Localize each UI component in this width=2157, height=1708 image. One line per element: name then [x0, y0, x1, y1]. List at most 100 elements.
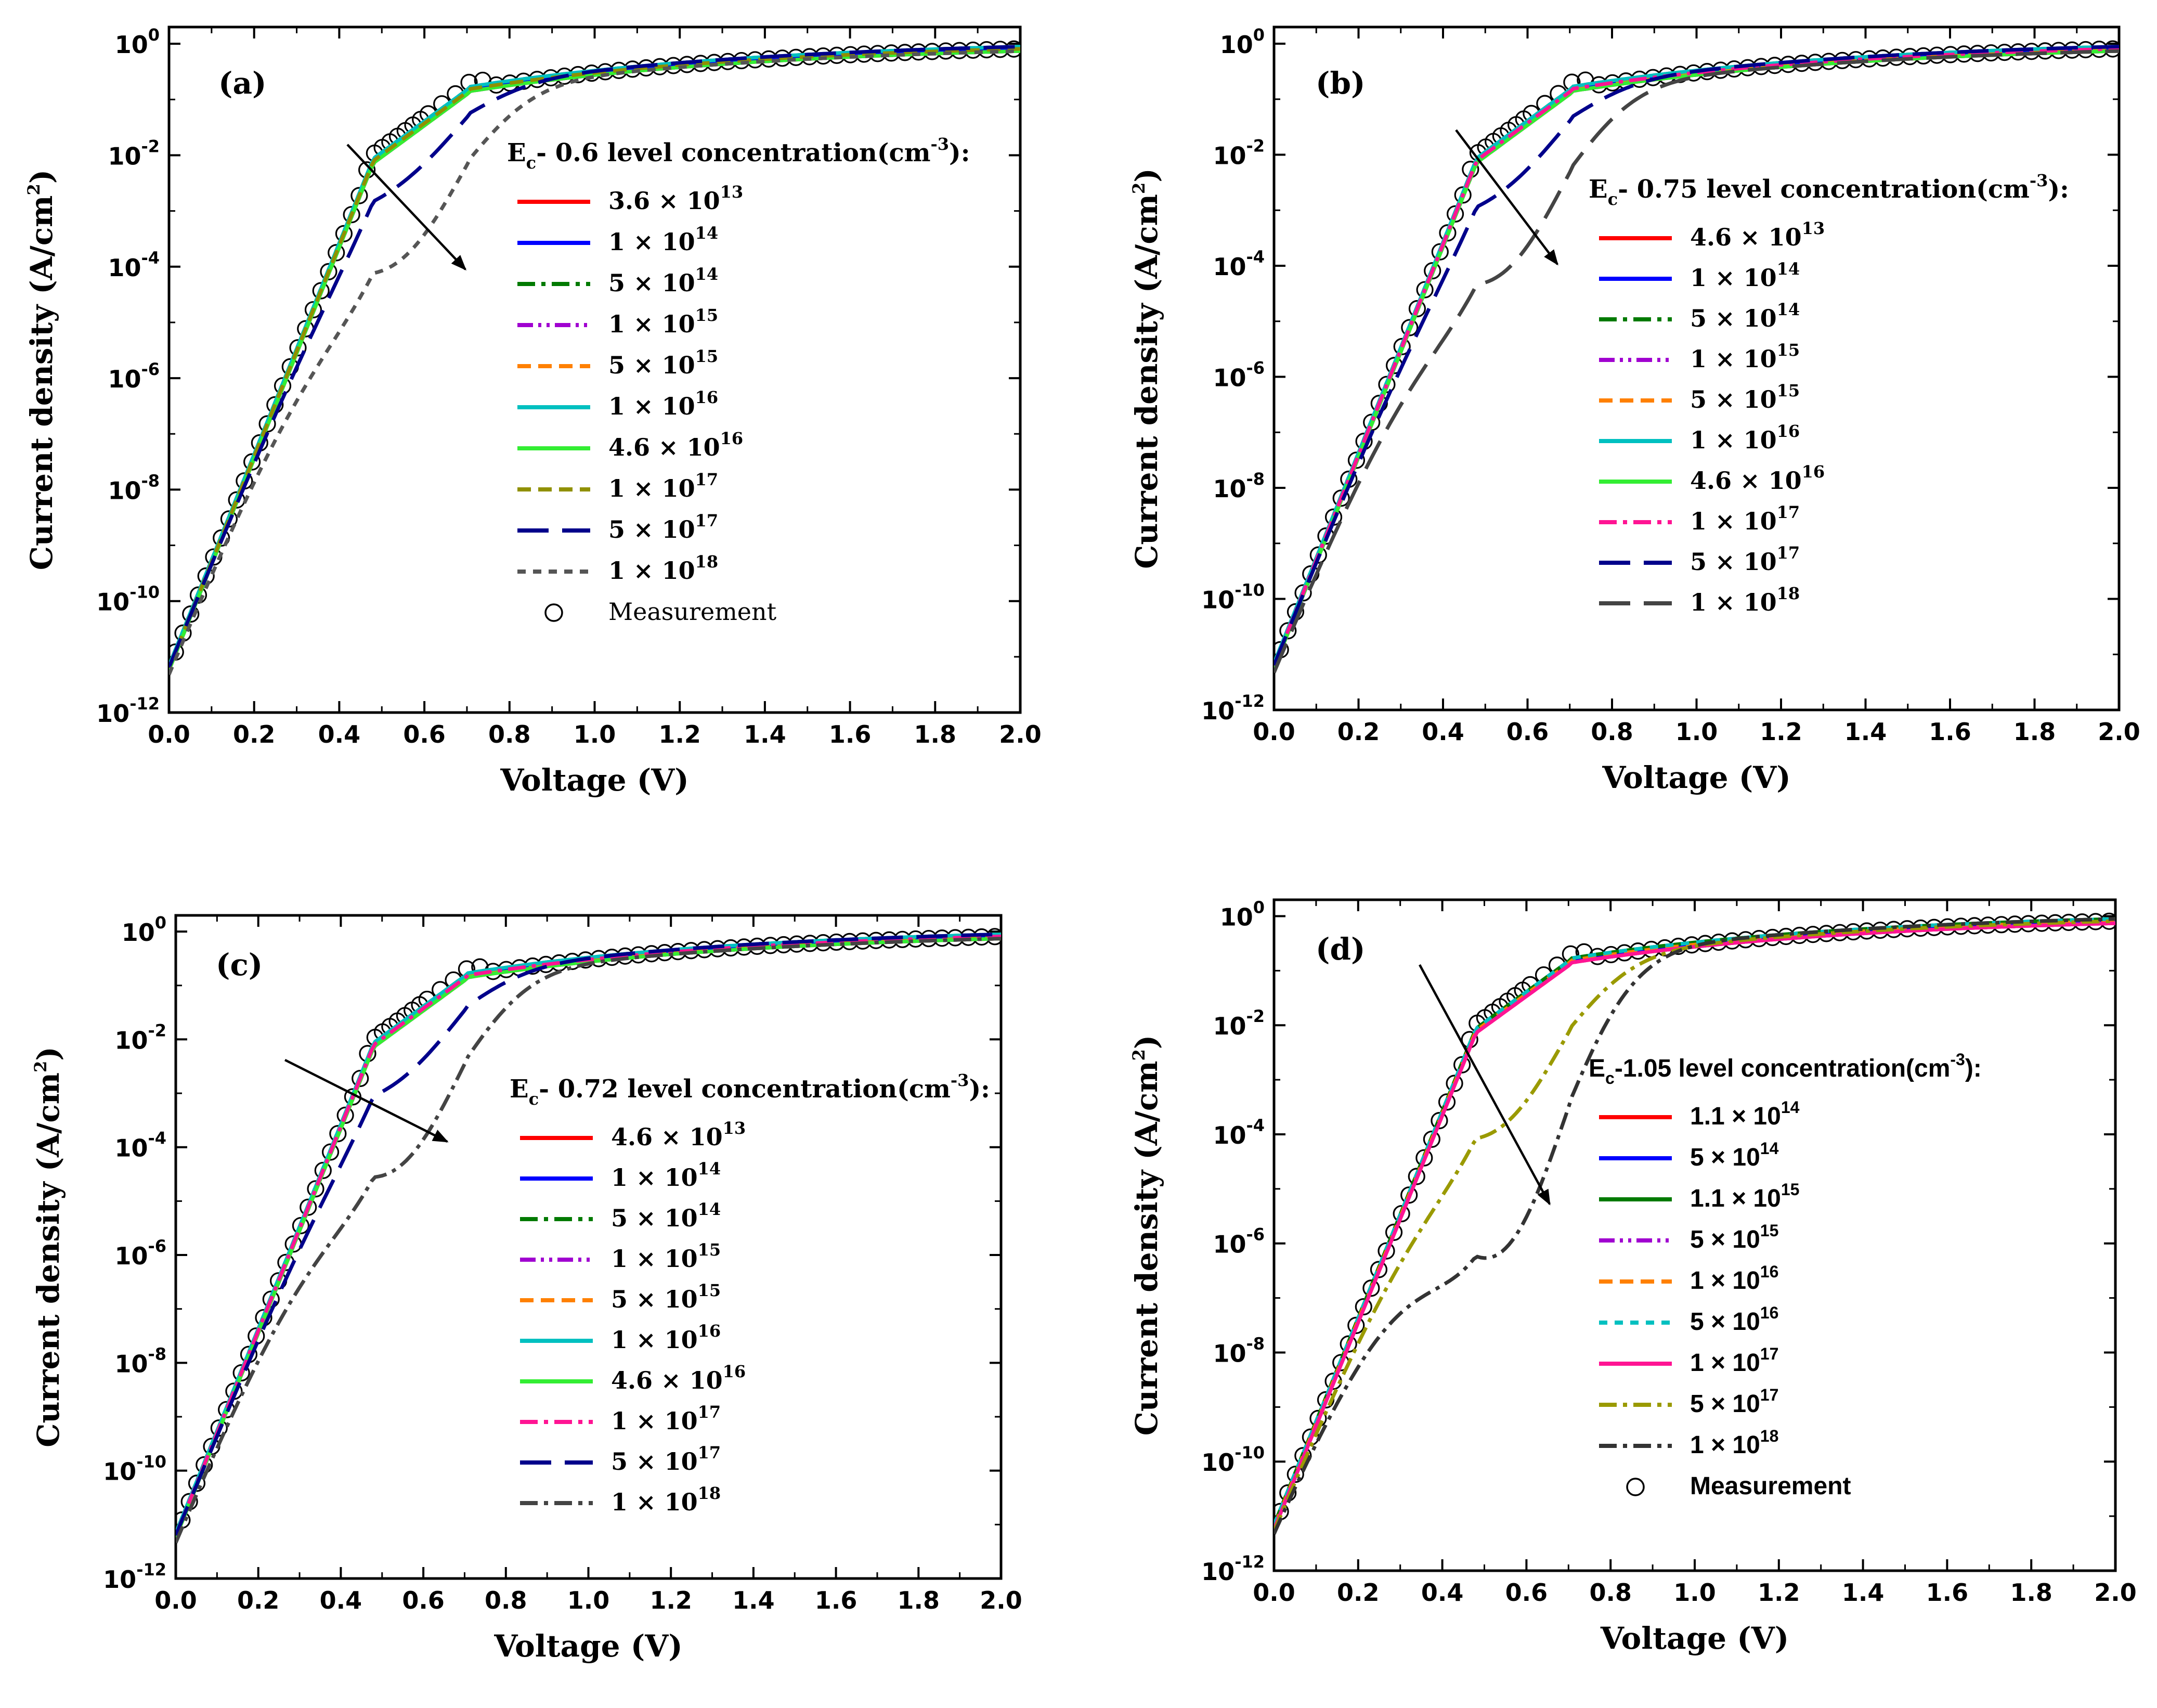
- measurement-point: [1378, 1242, 1395, 1260]
- x-tick-label: 1.8: [2013, 718, 2056, 746]
- y-tick-label: 10-8: [1213, 469, 1265, 503]
- x-tick-label: 2.0: [2094, 1578, 2137, 1607]
- panel-1: 0.0 0.2 0.4 0.6 0.8 1.0 1.2 1.4 1.6 1.8 2.0 100 10-2…: [1129, 25, 2140, 795]
- legend-entry-label: 4.6 × 1016: [611, 1362, 746, 1394]
- curves: [1274, 912, 2115, 1535]
- measurement-point: [1415, 1149, 1433, 1167]
- series-line: [176, 935, 1001, 1536]
- x-tick-label: 1.2: [1760, 718, 1802, 746]
- series-line: [176, 935, 1001, 1536]
- measurement-point: [336, 1106, 354, 1124]
- measurement-point: [1355, 1298, 1372, 1316]
- measurement-point: [1446, 205, 1464, 223]
- x-tick-label: 2.0: [980, 1586, 1022, 1614]
- legend-entry-label: 4.6 × 1013: [1690, 218, 1825, 251]
- legend-entry-label: 5 × 1014: [611, 1199, 721, 1232]
- series-line: [1274, 47, 2119, 666]
- x-tick-label: 1.4: [1842, 1578, 1885, 1607]
- x-tick-label: 1.0: [1675, 718, 1718, 746]
- measurement-point: [328, 244, 345, 262]
- measurement-point: [320, 263, 337, 281]
- x-tick-label: 1.0: [567, 1586, 610, 1614]
- x-tick-label: 0.2: [1337, 1578, 1380, 1607]
- y-tick-label: 10-10: [1201, 580, 1265, 614]
- x-tick-label: 0.6: [402, 1586, 445, 1614]
- legend-entry-label: 1 × 1017: [1690, 1344, 1778, 1377]
- panel-3: 0.0 0.2 0.4 0.6 0.8 1.0 1.2 1.4 1.6 1.8 2.0 100 10-2…: [1129, 897, 2137, 1656]
- y-axis-title: Current density (A/cm2): [1129, 168, 1164, 569]
- legend-entry-label: 1 × 1018: [1690, 584, 1800, 616]
- measurement-point: [213, 529, 230, 547]
- legend-entry-label: 5 × 1015: [611, 1280, 721, 1313]
- measurement-point: [1370, 395, 1388, 412]
- measurement-point: [1385, 1223, 1403, 1241]
- series-line: [169, 45, 1020, 668]
- legend-entry-label: 1 × 1018: [1690, 1427, 1778, 1459]
- series-line: [176, 937, 1001, 1544]
- measurement-point: [258, 415, 276, 433]
- x-tick-label: 0.8: [485, 1586, 527, 1614]
- x-axis-title: Voltage (V): [493, 1628, 682, 1664]
- x-tick-label: 1.6: [1926, 1578, 1969, 1607]
- measurement-point: [1294, 584, 1312, 602]
- trend-arrow: [1455, 129, 1558, 266]
- panel-2: 0.0 0.2 0.4 0.6 0.8 1.0 1.2 1.4 1.6 1.8 2.0 100 10-2…: [31, 913, 1022, 1664]
- y-tick-label: 10-12: [96, 694, 160, 728]
- legend-entry-label: 1 × 1017: [608, 470, 718, 502]
- measurement-point: [1340, 1335, 1357, 1353]
- measurement-point: [189, 586, 207, 604]
- measurement-point: [312, 282, 330, 300]
- legend-entry-label: 4.6 × 1016: [1690, 462, 1825, 495]
- series-line: [1274, 917, 2115, 1535]
- y-tick-label: 10-6: [1213, 1225, 1265, 1259]
- legend-measurement-label: Measurement: [1690, 1472, 1851, 1500]
- measurement-point: [314, 1161, 332, 1180]
- series-line: [176, 935, 1001, 1536]
- y-tick-label: 10-10: [96, 583, 160, 616]
- x-tick-label: 0.4: [320, 1586, 362, 1614]
- measurement-point: [307, 1180, 324, 1198]
- legend-entry-label: 5 × 1014: [608, 264, 718, 297]
- measurement-point: [335, 225, 353, 242]
- panel-label: (b): [1316, 66, 1365, 101]
- measurement-point: [1287, 1466, 1304, 1483]
- y-axis-title: Current density (A/cm2): [24, 170, 59, 571]
- y-tick-label: 100: [1220, 897, 1265, 931]
- x-tick-label: 1.8: [914, 720, 957, 748]
- x-tick-label: 1.2: [658, 720, 701, 748]
- trend-arrow: [284, 1058, 449, 1143]
- measurement-point: [1438, 1093, 1456, 1111]
- x-tick-label: 1.8: [2010, 1578, 2052, 1607]
- measurement-point: [1347, 451, 1366, 469]
- panel-label: (d): [1316, 931, 1365, 967]
- y-tick-label: 10-4: [1213, 247, 1265, 281]
- x-tick-label: 0.6: [403, 720, 446, 748]
- x-tick-label: 2.0: [2098, 718, 2140, 746]
- legend-entry-label: 1 × 1015: [1690, 340, 1800, 373]
- legend-entry-label: 3.6 × 1013: [608, 182, 743, 215]
- legend-entry-label: 1.1 × 1014: [1690, 1098, 1800, 1130]
- legend-entry-label: 5 × 1017: [608, 511, 718, 544]
- x-tick-label: 1.4: [732, 1586, 775, 1614]
- legend-entry-label: 5 × 1014: [1690, 300, 1800, 332]
- x-tick-label: 0.0: [154, 1586, 197, 1614]
- y-tick-label: 10-10: [1201, 1443, 1265, 1477]
- legend-entry-label: 4.6 × 1013: [611, 1118, 746, 1151]
- measurement-point: [1453, 1056, 1471, 1073]
- y-axis-title: Current density (A/cm2): [31, 1046, 66, 1447]
- panel-label: (a): [218, 66, 266, 101]
- x-tick-label: 1.6: [815, 1586, 857, 1614]
- y-tick-label: 10-4: [108, 248, 160, 282]
- y-tick-label: 10-4: [114, 1129, 166, 1162]
- legend-entry-label: 5 × 1016: [1690, 1303, 1778, 1336]
- legend-entry-label: 1 × 1016: [1690, 1262, 1778, 1295]
- series-line: [1274, 919, 2115, 1532]
- measurement-point: [1423, 1130, 1440, 1148]
- x-tick-label: 0.2: [1337, 718, 1380, 746]
- y-tick-label: 10-6: [114, 1236, 166, 1270]
- measurement-point: [1393, 1205, 1410, 1223]
- measurement-point: [1309, 546, 1327, 564]
- legend-entry-label: 1 × 1017: [611, 1402, 721, 1435]
- measurement-point: [292, 1217, 310, 1235]
- measurement-point: [352, 1069, 369, 1088]
